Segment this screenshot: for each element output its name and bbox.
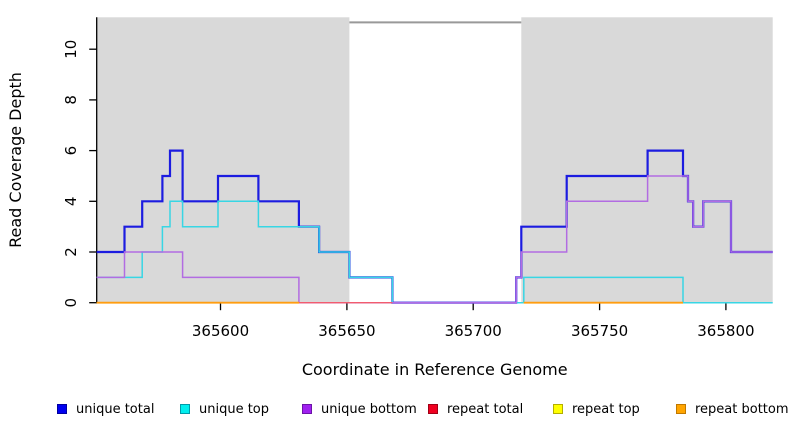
x-tick-label: 365700: [445, 322, 502, 340]
x-tick-label: 365750: [571, 322, 628, 340]
x-tick-label: 365800: [697, 322, 754, 340]
x-axis-title: Coordinate in Reference Genome: [302, 360, 568, 379]
y-tick-label: 4: [62, 197, 80, 207]
y-tick-label: 0: [62, 298, 80, 308]
y-tick-label: 2: [62, 247, 80, 257]
series-line-unique-bottom: [96, 175, 773, 304]
y-axis-title: Read Coverage Depth: [6, 72, 25, 248]
y-tick-label: 8: [62, 95, 80, 105]
series-line-unique-top: [96, 200, 773, 304]
alignment-region-shade: [96, 17, 350, 303]
x-tick-label: 365650: [318, 322, 375, 340]
x-tick-label: 365600: [192, 322, 249, 340]
y-tick-label: 6: [62, 146, 80, 156]
y-tick-label: 10: [62, 40, 80, 59]
